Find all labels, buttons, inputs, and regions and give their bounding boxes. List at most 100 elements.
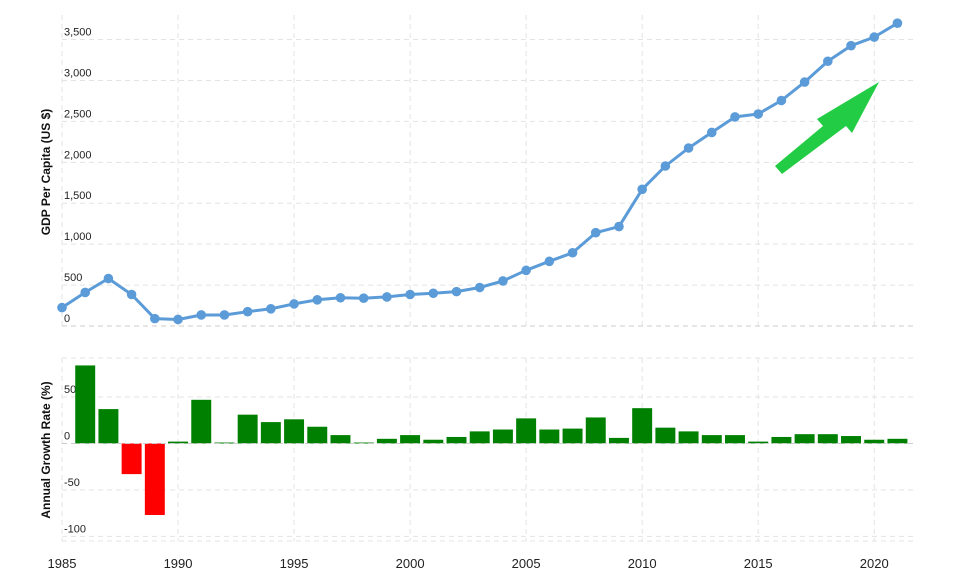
growth-bar: [423, 439, 444, 444]
growth-rate-panel: -100 -50 0 50 Annual Growth Rate (%): [39, 357, 916, 542]
gdp-data-point: [683, 143, 694, 153]
gdp-per-capita-panel: 0 500 1,000 1,500 2,000 2,500 3,000 3,500 GDP P…: [39, 15, 916, 327]
growth-bar: [887, 438, 908, 444]
growth-bar: [98, 409, 119, 444]
x-tick-label: 2000: [396, 556, 425, 571]
growth-y-ticks: -100 -50 0 50: [64, 384, 86, 535]
gdp-y-tick-label: 1,500: [64, 190, 92, 202]
gdp-data-point: [150, 313, 160, 324]
gdp-data-point: [266, 304, 276, 314]
growth-y-tick-label: 50: [64, 384, 76, 396]
x-tick-label: 1995: [280, 556, 309, 571]
gdp-y-tick-label: 0: [64, 313, 70, 325]
gdp-data-point: [614, 221, 624, 232]
growth-bar: [144, 443, 165, 515]
x-axis-ticks: 1985 1990 1995 2000 2005 2010 2015 2020: [48, 556, 889, 571]
growth-bar: [539, 429, 560, 444]
gdp-y-tick-label: 3,000: [64, 67, 92, 79]
growth-grid: [61, 357, 916, 542]
gdp-y-tick-label: 3,500: [64, 27, 92, 39]
gdp-data-point: [846, 40, 856, 51]
growth-bar: [864, 439, 885, 444]
gdp-data-point: [126, 289, 137, 300]
growth-bar: [121, 443, 142, 475]
growth-bar: [585, 417, 606, 444]
growth-bar: [284, 419, 305, 444]
growth-bar: [75, 365, 96, 444]
growth-bar: [469, 431, 490, 444]
gdp-y-tick-label: 2,500: [64, 108, 92, 120]
gdp-data-point: [428, 288, 439, 299]
growth-bar: [376, 438, 397, 444]
growth-bar: [516, 418, 537, 444]
gdp-data-point: [637, 184, 647, 195]
growth-bar: [237, 414, 258, 444]
x-tick-label: 2020: [860, 556, 889, 571]
gdp-data-point: [521, 265, 531, 276]
gdp-data-point: [567, 247, 578, 258]
gdp-y-ticks: 0 500 1,000 1,500 2,000 2,500 3,000 3,500: [64, 27, 92, 325]
trend-arrow-shape: [775, 82, 879, 174]
gdp-data-point: [242, 306, 253, 317]
gdp-data-point: [544, 256, 555, 267]
gdp-data-point: [103, 273, 114, 284]
x-tick-label: 1985: [48, 556, 77, 571]
growth-bar: [260, 422, 281, 444]
growth-bar: [678, 431, 699, 444]
growth-bar: [841, 436, 862, 444]
gdp-data-point: [358, 293, 369, 303]
gdp-y-axis-label: GDP Per Capita (US $): [39, 109, 53, 235]
growth-bar: [307, 426, 328, 444]
growth-bar: [655, 427, 676, 444]
growth-bar: [168, 441, 189, 444]
gdp-data-point: [219, 310, 230, 320]
growth-bar: [817, 434, 838, 444]
gdp-data-point: [869, 32, 880, 42]
gdp-series-line: [60, 21, 899, 321]
gdp-data-point: [892, 18, 903, 28]
growth-bars: [75, 365, 908, 515]
gdp-data-point: [706, 127, 717, 138]
gdp-y-tick-label: 500: [64, 272, 82, 284]
growth-bar: [771, 436, 792, 444]
x-tick-label: 2010: [628, 556, 657, 571]
gdp-data-point: [498, 276, 508, 286]
gdp-data-point: [80, 287, 91, 298]
gdp-data-point: [289, 299, 299, 309]
gdp-data-point: [405, 289, 415, 300]
gdp-data-point: [173, 314, 183, 325]
gdp-data-point: [382, 292, 392, 302]
growth-y-tick-label: -100: [64, 523, 86, 535]
growth-bar: [748, 441, 769, 444]
growth-bar: [446, 436, 467, 444]
growth-bar: [725, 435, 745, 444]
gdp-data-point: [753, 109, 763, 119]
growth-bar: [632, 408, 653, 444]
growth-bar: [701, 435, 722, 444]
growth-bar: [562, 428, 583, 444]
gdp-data-point: [730, 112, 740, 122]
gdp-data-point: [335, 292, 346, 303]
gdp-data-point: [57, 302, 67, 313]
gdp-data-point: [776, 95, 787, 106]
growth-y-tick-label: 0: [64, 430, 70, 442]
growth-y-axis-label: Annual Growth Rate (%): [39, 381, 53, 518]
x-tick-label: 2005: [512, 556, 541, 571]
gdp-data-point: [474, 282, 485, 293]
growth-bar: [191, 399, 212, 444]
growth-bar: [330, 435, 351, 444]
gdp-data-point: [823, 56, 833, 67]
gdp-data-point: [196, 310, 207, 320]
gdp-y-tick-label: 2,000: [64, 149, 92, 161]
gdp-y-tick-label: 1,000: [64, 231, 92, 243]
growth-y-tick-label: -50: [64, 477, 80, 489]
trend-arrow-icon: [775, 82, 879, 174]
gdp-data-point: [660, 161, 671, 171]
growth-bar: [608, 437, 629, 444]
gdp-data-point: [312, 295, 323, 305]
growth-bar: [492, 429, 513, 444]
gdp-grid: [61, 15, 916, 327]
gdp-points: [57, 18, 903, 325]
